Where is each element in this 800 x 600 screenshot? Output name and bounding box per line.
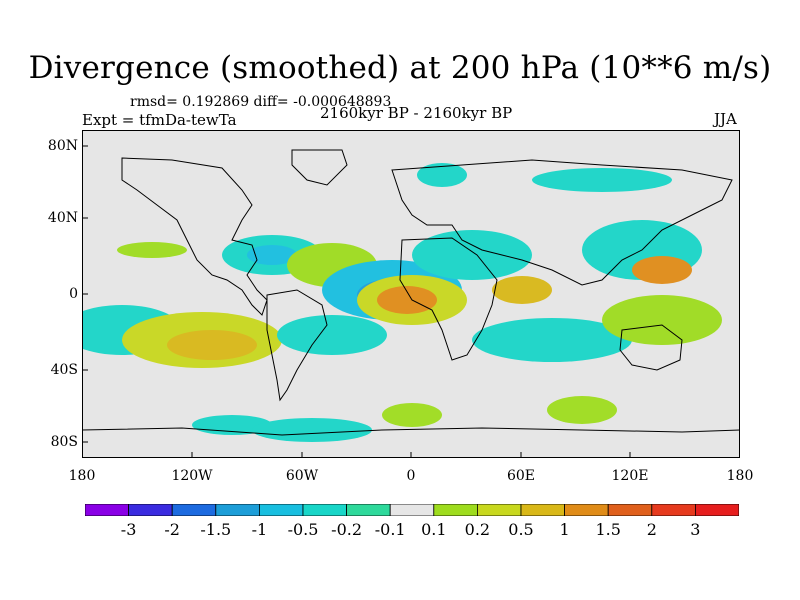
lon-label-0: 0 <box>406 468 416 484</box>
experiment-label: Expt = tfmDa-tewTa <box>82 111 237 129</box>
colorbar-label: -1.5 <box>200 520 232 539</box>
lat-label-40n: 40N <box>47 210 78 226</box>
colorbar-label: -1 <box>251 520 268 539</box>
colorbar-swatch <box>476 504 522 516</box>
period-label: 2160kyr BP - 2160kyr BP <box>320 104 513 122</box>
lon-label-120e: 120E <box>611 468 649 484</box>
colorbar-swatch <box>564 504 609 516</box>
colorbar-swatch <box>215 504 260 516</box>
colorbar-swatch <box>607 504 653 516</box>
lon-label-180e: 180 <box>726 468 754 484</box>
lon-label-180w: 180 <box>68 468 96 484</box>
colorbar <box>85 504 739 516</box>
colorbar-swatch <box>171 504 217 516</box>
colorbar-swatch <box>651 504 696 516</box>
divergence-field <box>82 163 722 442</box>
lon-label-120w: 120W <box>171 468 213 484</box>
colorbar-label: -3 <box>120 520 137 539</box>
colorbar-swatch <box>346 504 391 516</box>
colorbar-label: -2 <box>164 520 180 539</box>
colorbar-swatch <box>258 504 304 516</box>
colorbar-swatch <box>433 504 478 516</box>
colorbar-swatch <box>128 504 173 516</box>
map-svg <box>82 130 740 458</box>
colorbar-label: -0.1 <box>374 520 406 539</box>
lon-label-60w: 60W <box>285 468 319 484</box>
colorbar-swatch <box>695 504 739 516</box>
lat-label-80n: 80N <box>47 138 78 154</box>
colorbar-label: 0.2 <box>464 520 491 539</box>
colorbar-label: 1.5 <box>595 520 621 539</box>
colorbar-swatch <box>85 504 129 516</box>
colorbar-label: -0.2 <box>331 520 363 539</box>
colorbar-label: 0.1 <box>421 520 447 539</box>
colorbar-swatch <box>389 504 435 516</box>
colorbar-swatch <box>302 504 347 516</box>
colorbar-label: 3 <box>690 520 701 539</box>
lon-label-60e: 60E <box>506 468 536 484</box>
colorbar-label: 2 <box>646 520 657 539</box>
divergence-map <box>82 130 740 458</box>
lat-label-0: 0 <box>69 286 78 302</box>
colorbar-label: 1 <box>559 520 570 539</box>
lat-label-40s: 40S <box>50 362 78 378</box>
coastlines <box>82 149 740 436</box>
colorbar-label: -0.5 <box>287 520 319 539</box>
rmsd-diff-stats: rmsd= 0.192869 diff= -0.000648893 <box>130 94 392 110</box>
colorbar-swatch <box>520 504 565 516</box>
season-label: JJA <box>714 110 737 128</box>
chart-title: Divergence (smoothed) at 200 hPa (10**6 … <box>28 50 772 86</box>
colorbar-label: 0.5 <box>508 520 534 539</box>
lat-label-80s: 80S <box>50 434 78 450</box>
